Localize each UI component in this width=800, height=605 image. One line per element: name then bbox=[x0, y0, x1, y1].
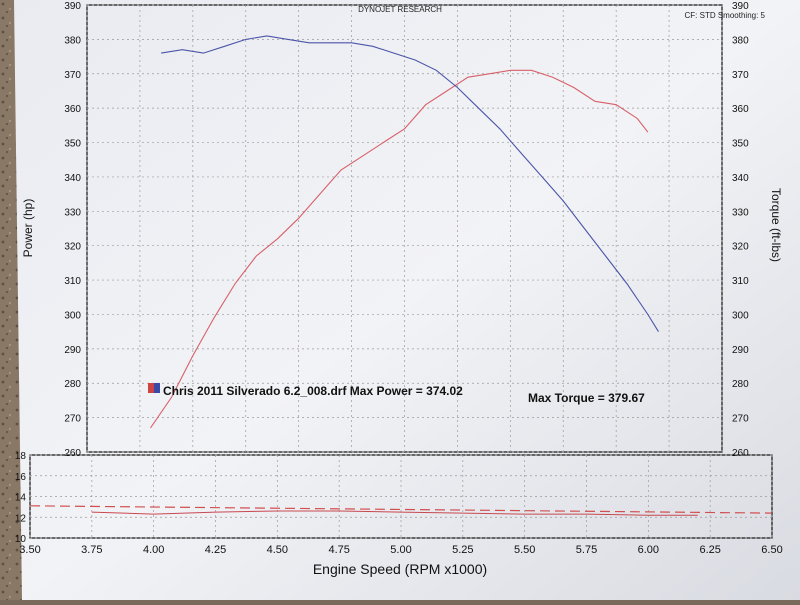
legend-text: Chris 2011 Silverado 6.2_008.drf Max Pow… bbox=[163, 384, 463, 398]
x-tick-label: 4.50 bbox=[267, 544, 288, 556]
y-right-tick-label: 350 bbox=[732, 139, 749, 150]
y-left-tick-label: 310 bbox=[64, 276, 81, 287]
y-left-tick-label: 290 bbox=[64, 345, 81, 356]
x-axis-ticks: 3.50 3.75 4.00 4.25 4.50 4.75 5.00 5.25 5.50 5.75… bbox=[19, 544, 782, 556]
lower-y-tick-label: 14 bbox=[15, 493, 27, 504]
legend-swatch-power bbox=[148, 383, 154, 393]
upper-grid bbox=[86, 4, 723, 453]
y-left-tick-label: 260 bbox=[64, 448, 81, 459]
y-left-tick-label: 390 bbox=[64, 1, 81, 12]
y-right-tick-label: 370 bbox=[732, 70, 749, 81]
y-left-tick-label: 330 bbox=[64, 207, 81, 218]
upper-series bbox=[150, 35, 659, 429]
paper-sheet bbox=[14, 0, 800, 600]
y-axis-left-ticks: 260 270 280 290 300 310 320 330 340 350 360 370 380 3… bbox=[64, 1, 81, 459]
x-tick-label: 5.25 bbox=[452, 544, 473, 556]
y-axis-right-label: Torque (ft-lbs) bbox=[769, 188, 783, 262]
legend: Chris 2011 Silverado 6.2_008.drf Max Pow… bbox=[148, 383, 645, 405]
y-right-tick-label: 280 bbox=[732, 379, 749, 390]
report-title: DYNOJET RESEARCH bbox=[358, 5, 442, 14]
lower-grid bbox=[29, 454, 773, 539]
x-tick-label: 4.25 bbox=[205, 544, 226, 556]
y-left-tick-label: 320 bbox=[64, 242, 81, 253]
y-left-tick-label: 360 bbox=[64, 104, 81, 115]
x-tick-label: 5.00 bbox=[390, 544, 411, 556]
afr-plot: 10 12 14 16 18 bbox=[15, 451, 773, 545]
y-right-tick-label: 330 bbox=[732, 207, 749, 218]
y-right-tick-label: 390 bbox=[732, 1, 749, 12]
y-right-tick-label: 300 bbox=[732, 310, 749, 321]
y-right-tick-label: 310 bbox=[732, 276, 749, 287]
y-right-tick-label: 270 bbox=[732, 414, 749, 425]
lower-y-tick-label: 18 bbox=[15, 451, 27, 462]
x-tick-label: 4.00 bbox=[143, 544, 164, 556]
series-target-line bbox=[29, 505, 773, 514]
report-settings: CF: STD Smoothing: 5 bbox=[685, 11, 766, 20]
y-axis-left-label: Power (hp) bbox=[21, 199, 35, 258]
x-tick-label: 5.75 bbox=[576, 544, 597, 556]
series-afr-line bbox=[91, 510, 698, 516]
y-left-tick-label: 300 bbox=[64, 310, 81, 321]
x-tick-label: 6.00 bbox=[638, 544, 659, 556]
x-tick-label: 3.75 bbox=[81, 544, 102, 556]
legend-max-torque: Max Torque = 379.67 bbox=[528, 391, 645, 405]
lower-y-ticks: 10 12 14 16 18 bbox=[15, 451, 27, 545]
y-right-tick-label: 380 bbox=[732, 35, 749, 46]
lower-series bbox=[29, 505, 773, 516]
lower-y-tick-label: 10 bbox=[15, 534, 27, 545]
y-left-tick-label: 340 bbox=[64, 173, 81, 184]
series-torque-line bbox=[161, 35, 659, 332]
x-tick-label: 5.50 bbox=[514, 544, 535, 556]
lower-y-tick-label: 16 bbox=[15, 472, 27, 483]
y-left-tick-label: 370 bbox=[64, 70, 81, 81]
x-axis-label: Engine Speed (RPM x1000) bbox=[313, 561, 487, 577]
y-right-tick-label: 290 bbox=[732, 345, 749, 356]
y-right-tick-label: 340 bbox=[732, 173, 749, 184]
y-left-tick-label: 270 bbox=[64, 414, 81, 425]
lower-y-tick-label: 12 bbox=[15, 513, 27, 524]
legend-swatch-torque bbox=[154, 383, 160, 393]
y-left-tick-label: 350 bbox=[64, 139, 81, 150]
y-right-tick-label: 360 bbox=[732, 104, 749, 115]
y-left-tick-label: 380 bbox=[64, 35, 81, 46]
x-tick-label: 3.50 bbox=[19, 544, 40, 556]
power-torque-plot: 260 270 280 290 300 310 320 330 340 350 360 370 380 3… bbox=[64, 1, 749, 459]
y-axis-right-ticks: 260 270 280 290 300 310 320 330 340 350 360 370 380 3… bbox=[732, 1, 749, 459]
y-left-tick-label: 280 bbox=[64, 379, 81, 390]
y-right-tick-label: 320 bbox=[732, 242, 749, 253]
x-tick-label: 6.25 bbox=[699, 544, 720, 556]
y-right-tick-label: 260 bbox=[732, 448, 749, 459]
x-tick-label: 6.50 bbox=[761, 544, 782, 556]
x-tick-label: 4.75 bbox=[328, 544, 349, 556]
series-power-line bbox=[150, 69, 649, 429]
